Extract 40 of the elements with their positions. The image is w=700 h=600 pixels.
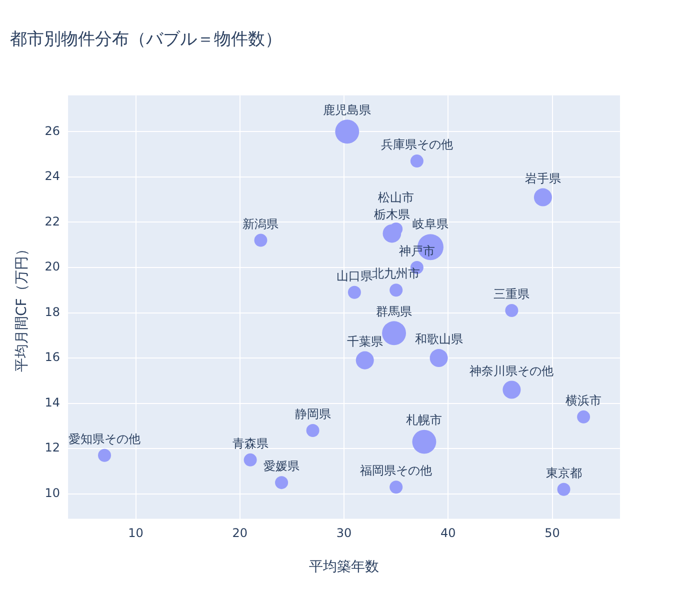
x-tick-label: 40 — [440, 526, 456, 540]
y-tick-label: 20 — [44, 260, 60, 274]
y-tick-label: 16 — [44, 350, 60, 364]
y-tick-label: 10 — [44, 486, 60, 500]
annotation: 愛知県その他 — [68, 432, 141, 446]
annotation: 山口県 — [336, 269, 372, 284]
annotation: 札幌市 — [406, 412, 442, 427]
annotation: 青森県 — [232, 436, 268, 451]
annotation: 北九州市 — [372, 266, 420, 281]
x-tick-label: 50 — [544, 526, 560, 540]
annotation: 愛媛県 — [264, 459, 300, 474]
x-axis-title: 平均築年数 — [309, 559, 380, 576]
y-tick-label: 22 — [44, 214, 60, 228]
x-tick-label: 20 — [232, 526, 248, 540]
annotation: 神奈川県その他 — [470, 364, 554, 378]
annotation: 岐阜県 — [412, 217, 448, 232]
annotation: 岩手県 — [524, 171, 561, 186]
x-tick-label: 30 — [336, 526, 352, 540]
annotation: 松山市 — [378, 190, 414, 204]
y-tick-label: 12 — [44, 440, 60, 455]
x-tick-label: 10 — [128, 526, 144, 540]
chart-title: 都市別物件分布（バブル＝物件数） — [10, 30, 282, 50]
y-tick-label: 14 — [44, 395, 60, 410]
annotation: 和歌山県 — [414, 332, 463, 346]
annotation: 横浜市 — [566, 394, 602, 408]
annotation: 東京都 — [546, 466, 582, 480]
y-tick-label: 18 — [44, 304, 60, 319]
annotation: 鹿児島県 — [323, 102, 372, 117]
annotation: 静岡県 — [294, 407, 331, 422]
annotation: 神戸市 — [398, 244, 435, 258]
annotation: 新潟県 — [242, 216, 279, 231]
y-axis-title: 平均月間CF（万円） — [14, 242, 30, 372]
annotation: 群馬県 — [376, 304, 412, 318]
annotation: 千葉県 — [346, 334, 383, 348]
y-tick-label: 24 — [44, 169, 60, 184]
annotation: 栃木県 — [374, 207, 410, 222]
annotation: 三重県 — [494, 287, 530, 302]
annotation: 福岡県その他 — [360, 464, 432, 478]
y-tick-label: 26 — [44, 124, 60, 138]
annotation: 兵庫県その他 — [380, 138, 453, 152]
